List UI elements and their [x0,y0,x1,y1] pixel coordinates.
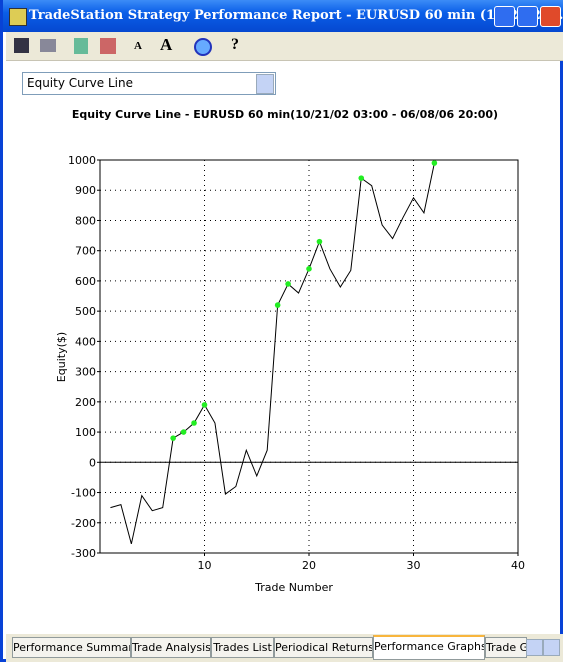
new-high-point [180,429,187,435]
y-tick-label: 0 [89,456,96,469]
x-axis-label: Trade Number [254,581,333,594]
x-tick-label: 10 [198,559,212,572]
tab[interactable]: Trade G [485,637,527,658]
x-tick-label: 40 [511,559,525,572]
equity-line [110,162,435,545]
chart-title: Equity Curve Line - EURUSD 60 min(10/21/… [72,108,498,121]
minimize-button[interactable] [494,6,515,27]
y-tick-label: 500 [75,305,96,318]
tab[interactable]: Trade Analysis [131,637,211,658]
maximize-button[interactable] [517,6,538,27]
y-tick-label: 1000 [68,154,96,167]
help-button[interactable]: ? [231,36,239,53]
x-tick-label: 20 [302,559,316,572]
y-tick-label: 300 [75,366,96,379]
y-tick-label: -200 [71,517,96,530]
new-high-point [431,160,438,166]
font-smaller-button[interactable]: A [134,40,142,52]
window-title: TradeStation Strategy Performance Report… [29,8,563,23]
new-high-point [358,175,365,181]
font-larger-button[interactable]: A [160,35,173,54]
app-icon [9,8,27,26]
new-high-point [285,281,291,287]
new-high-point [201,402,208,408]
print-button[interactable] [40,39,56,52]
plot-area [99,159,519,554]
y-tick-label: 100 [75,426,96,439]
new-high-point [306,266,312,272]
y-tick-label: 900 [75,184,96,197]
y-tick-label: 200 [75,396,96,409]
x-tick-label: 30 [407,559,421,572]
y-tick-label: -300 [71,547,96,560]
new-high-point [191,420,197,426]
scroll-right-button[interactable] [543,639,560,656]
tab[interactable]: Periodical Returns [274,637,373,658]
refresh-button[interactable] [74,38,88,54]
new-high-point [316,238,323,245]
y-tick-label: 400 [75,335,96,348]
y-axis-label: Equity($) [55,332,68,382]
y-tick-label: 700 [75,245,96,258]
tab[interactable]: Performance Summary [12,637,131,658]
chart: Equity Curve Line - EURUSD 60 min(10/21/… [55,108,525,594]
tab[interactable]: Performance Graphs [373,635,485,660]
title-bar: TradeStation Strategy Performance Report… [3,0,563,32]
y-tick-label: -100 [71,487,96,500]
dropdown-arrow[interactable] [256,74,274,94]
new-high-point [274,302,281,308]
y-tick-label: 800 [75,214,96,227]
graph-dropdown[interactable]: Equity Curve Line [22,72,276,95]
close-button[interactable] [540,6,561,27]
new-high-point [170,435,176,441]
tab[interactable]: Trades List [211,637,274,658]
tab-bar: Performance Summary Trade Analysis Trades … [6,634,563,662]
y-tick-label: 600 [75,275,96,288]
settings-button[interactable] [100,38,116,54]
scroll-left-button[interactable] [526,639,543,656]
save-button[interactable] [14,38,29,53]
dropdown-text: Equity Curve Line [27,76,133,90]
toolbar: A A ? [6,32,563,61]
target-button[interactable] [194,38,212,56]
